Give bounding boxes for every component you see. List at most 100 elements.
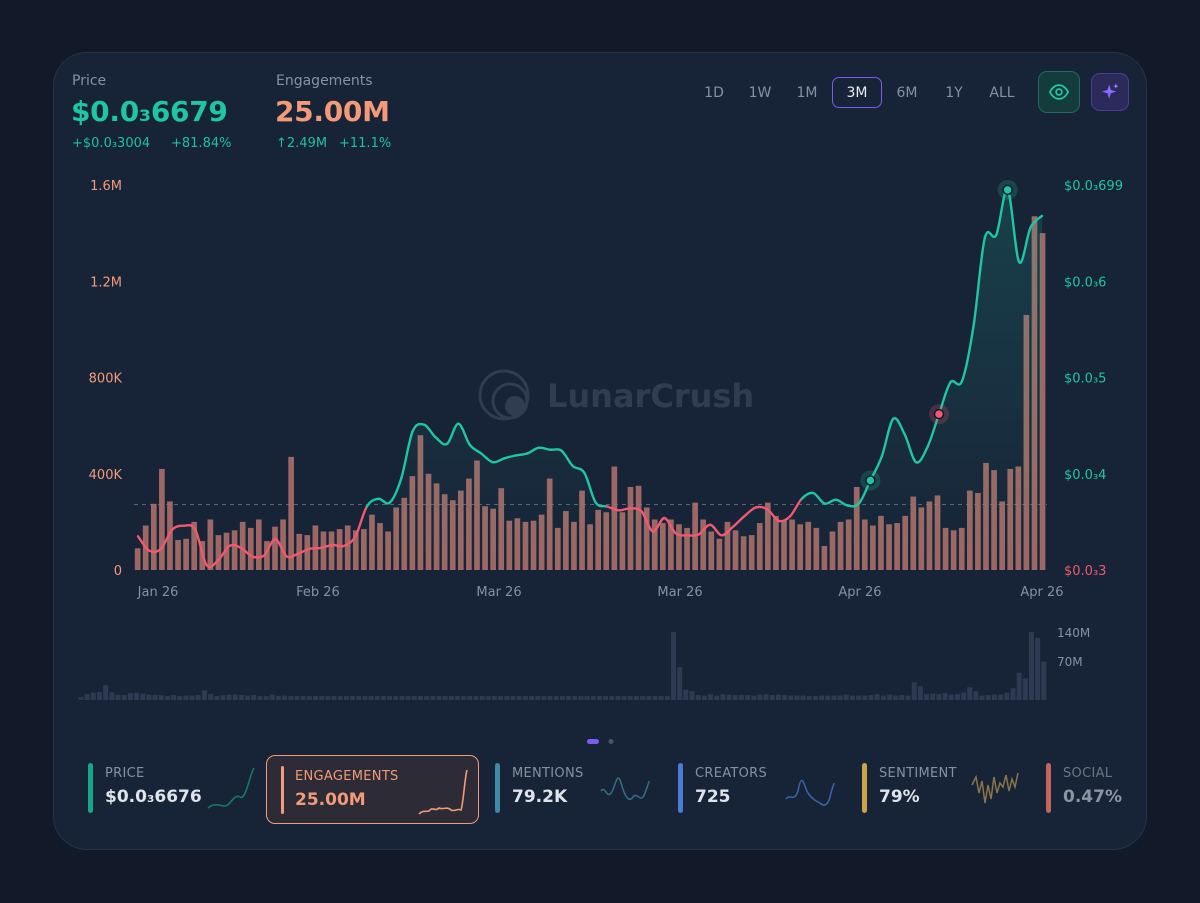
volume-bar (652, 696, 658, 700)
volume-bar (140, 693, 146, 700)
volume-bar (276, 696, 281, 700)
volume-bar (603, 696, 609, 700)
visibility-toggle-button[interactable] (1038, 71, 1080, 113)
price-line-segment (731, 514, 746, 528)
range-all-button[interactable]: ALL (989, 84, 1015, 101)
price-line-segment (388, 477, 403, 504)
volume-bar (843, 694, 849, 700)
range-1y-button[interactable]: 1Y (945, 84, 963, 101)
volume-bar (967, 687, 973, 700)
volume-bar (356, 696, 362, 700)
volume-bar (788, 695, 794, 700)
price-line-segment (331, 543, 346, 548)
engagements-value: 25.00M (275, 95, 390, 128)
engagement-bar (296, 533, 303, 570)
event-marker (865, 475, 876, 486)
metric-value: 25.00M (295, 790, 366, 810)
price-line-segment (686, 533, 700, 537)
volume-bar (146, 694, 152, 700)
volume-bar (510, 696, 516, 700)
volume-bar (658, 696, 664, 700)
engagement-bar (288, 456, 294, 570)
volume-bar (214, 696, 220, 700)
metric-sparkline (418, 769, 468, 815)
volume-bar (177, 696, 183, 700)
x-axis-tick: Mar 26 (657, 585, 702, 600)
engagements-label: Engagements (276, 73, 373, 89)
metric-mentions[interactable]: MENTIONS 79.2K (495, 753, 665, 825)
volume-bar (880, 695, 886, 700)
x-axis-tick: Feb 26 (296, 585, 340, 600)
sparkle-icon (1102, 83, 1119, 99)
price-line-segment (892, 416, 906, 436)
price-line-segment (457, 422, 471, 447)
volume-bar (695, 695, 701, 700)
range-1m-button[interactable]: 1M (796, 84, 818, 101)
x-axis-tick: Apr 26 (1020, 585, 1063, 600)
volume-bar (751, 695, 757, 700)
volume-bar (343, 696, 349, 700)
price-change-pct: +81.84% (171, 136, 232, 151)
range-1d-button[interactable]: 1D (704, 84, 724, 101)
chart-card: Price $0.0₃6679 +$0.0₃3004 +81.84% Engag… (53, 52, 1147, 850)
metric-sparkline (785, 779, 835, 806)
right-axis-tick: $0.0₃6 (1064, 275, 1106, 290)
event-marker (1002, 184, 1013, 196)
volume-bar (671, 631, 676, 700)
metric-value: 79.2K (512, 787, 568, 807)
volume-bar (646, 696, 652, 700)
volume-bar (806, 696, 812, 700)
volume-bar (380, 696, 386, 700)
volume-bar (541, 696, 547, 700)
volume-bar (930, 693, 936, 700)
volume-bar (633, 696, 639, 700)
volume-bar (337, 696, 343, 700)
metric-engagements[interactable]: ENGAGEMENTS 25.00M (266, 755, 479, 824)
volume-bar (374, 696, 380, 700)
price-line-segment (148, 547, 163, 554)
volume-bar (171, 695, 177, 700)
pager-dots[interactable] (587, 738, 617, 746)
metric-color-bar (88, 763, 93, 813)
volume-bar (238, 695, 244, 700)
volume-bar (825, 695, 831, 700)
volume-bar (121, 695, 127, 700)
volume-bar (831, 695, 837, 700)
volume-bar (893, 695, 899, 700)
volume-bar (232, 694, 238, 700)
right-axis-tick: $0.0₃4 (1064, 468, 1106, 483)
metric-color-bar (678, 763, 683, 813)
volume-bar (189, 695, 195, 700)
volume-bar (399, 696, 405, 700)
volume-bar (775, 694, 781, 700)
volume-bar (97, 692, 102, 700)
metric-value: 79% (879, 787, 920, 807)
volume-bar (245, 695, 251, 700)
watermark: LunarCrush (478, 369, 754, 421)
volume-bar (350, 696, 356, 700)
ai-insights-button[interactable] (1091, 73, 1129, 111)
volume-bar (313, 696, 319, 700)
volume-bar (973, 691, 979, 700)
eye-icon (1048, 84, 1070, 100)
range-6m-button[interactable]: 6M (896, 84, 918, 101)
left-axis-tick: 1.2M (90, 275, 122, 290)
metric-price[interactable]: PRICE $0.0₃6676 (88, 753, 258, 825)
metric-sentiment[interactable]: SENTIMENT 79% (862, 753, 1032, 825)
volume-bar (319, 696, 325, 700)
volume-bar (504, 696, 510, 700)
volume-bar (529, 696, 535, 700)
markers (860, 179, 1018, 491)
price-line-segment (789, 497, 803, 518)
metric-social[interactable]: SOCIAL 0.47% (1046, 753, 1146, 825)
volume-bar (269, 694, 275, 700)
metric-creators[interactable]: CREATORS 725 (678, 753, 848, 825)
range-1w-button[interactable]: 1W (748, 84, 772, 101)
volume-bar (979, 695, 985, 700)
left-axis-tick: 1.6M (90, 179, 122, 194)
volume-bar (683, 689, 689, 700)
metric-label: PRICE (105, 766, 145, 781)
volume-bar (911, 682, 917, 700)
engagement-bar (159, 468, 165, 570)
range-3m-button[interactable]: 3M (832, 77, 882, 108)
